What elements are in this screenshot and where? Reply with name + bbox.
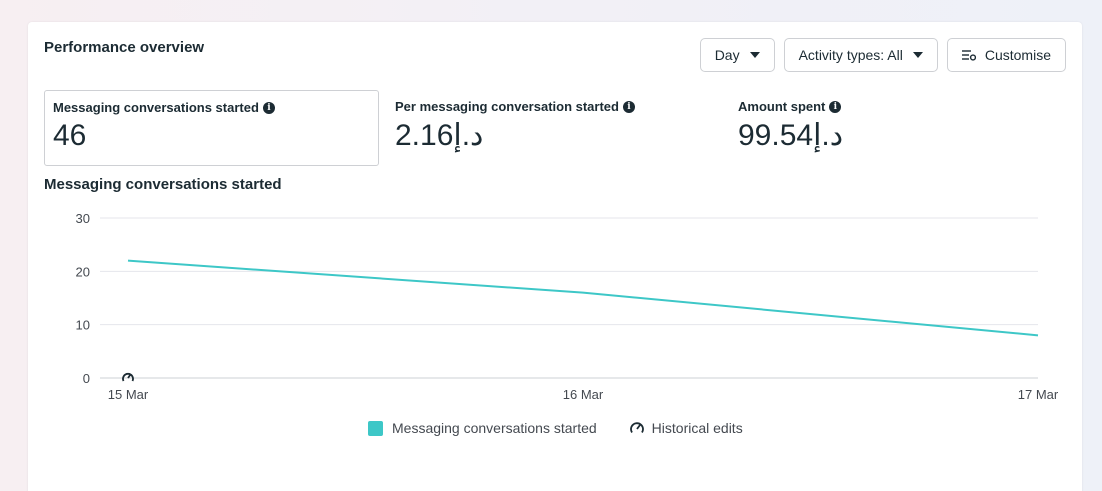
performance-overview-card: Performance overview Day Activity types:… [28,22,1082,491]
line-chart: 0 10 20 30 15 Mar 16 Mar 17 Mar [76,211,1059,402]
historical-edit-marker[interactable] [122,373,134,382]
x-tick-label: 17 Mar [1018,387,1059,402]
x-tick-label: 16 Mar [563,387,604,402]
legend-item-historical-edits[interactable]: Historical edits [629,420,743,436]
customise-button[interactable]: Customise [946,38,1066,72]
legend-swatch [368,420,383,436]
metric-label-wrap: Messaging conversations started i [53,100,370,115]
y-tick-label: 10 [76,318,90,333]
metrics-row: Messaging conversations started i 46 Per… [44,90,1064,166]
x-tick-label: 15 Mar [108,387,149,402]
metric-cost-per-conversation[interactable]: Per messaging conversation started i 2.1… [387,90,722,166]
info-icon[interactable]: i [829,100,842,113]
metric-value: 46 [53,119,87,152]
metric-amount-spent[interactable]: Amount spent i 99.54د.إ [730,90,1030,166]
panel-title: Performance overview [44,39,205,56]
activity-types-label: Activity types: All [798,47,903,63]
y-tick-label: 30 [76,211,90,226]
info-icon[interactable]: i [262,101,275,114]
caret-down-icon [749,52,760,58]
activity-types-dropdown[interactable]: Activity types: All [783,38,938,72]
day-dropdown-label: Day [714,47,740,63]
info-icon[interactable]: i [622,100,635,113]
chart-title: Messaging conversations started [44,176,282,193]
metric-value: 99.54د.إ [738,119,844,152]
y-tick-label: 20 [76,264,90,279]
legend-series-label: Messaging conversations started [392,420,597,436]
legend-historical-label: Historical edits [651,420,743,436]
metric-label: Messaging conversations started [53,100,259,115]
day-dropdown[interactable]: Day [699,38,775,72]
metric-label-wrap: Amount spent i [738,99,1022,114]
toolbar: Day Activity types: All Customise [699,38,1066,72]
metric-label: Amount spent [738,99,826,114]
gauge-edit-icon [629,420,645,436]
series-line [127,259,1039,337]
sliders-settings-icon [961,48,976,62]
y-tick-label: 0 [83,371,90,386]
customise-label: Customise [984,47,1051,63]
chart-legend: Messaging conversations started Historic… [368,420,775,436]
metric-label: Per messaging conversation started [395,99,619,114]
caret-down-icon [912,52,923,58]
metric-label-wrap: Per messaging conversation started i [395,99,714,114]
legend-item-series[interactable]: Messaging conversations started [368,420,597,436]
metric-value: 2.16د.إ [395,119,484,152]
metric-messaging-conversations[interactable]: Messaging conversations started i 46 [44,90,379,166]
